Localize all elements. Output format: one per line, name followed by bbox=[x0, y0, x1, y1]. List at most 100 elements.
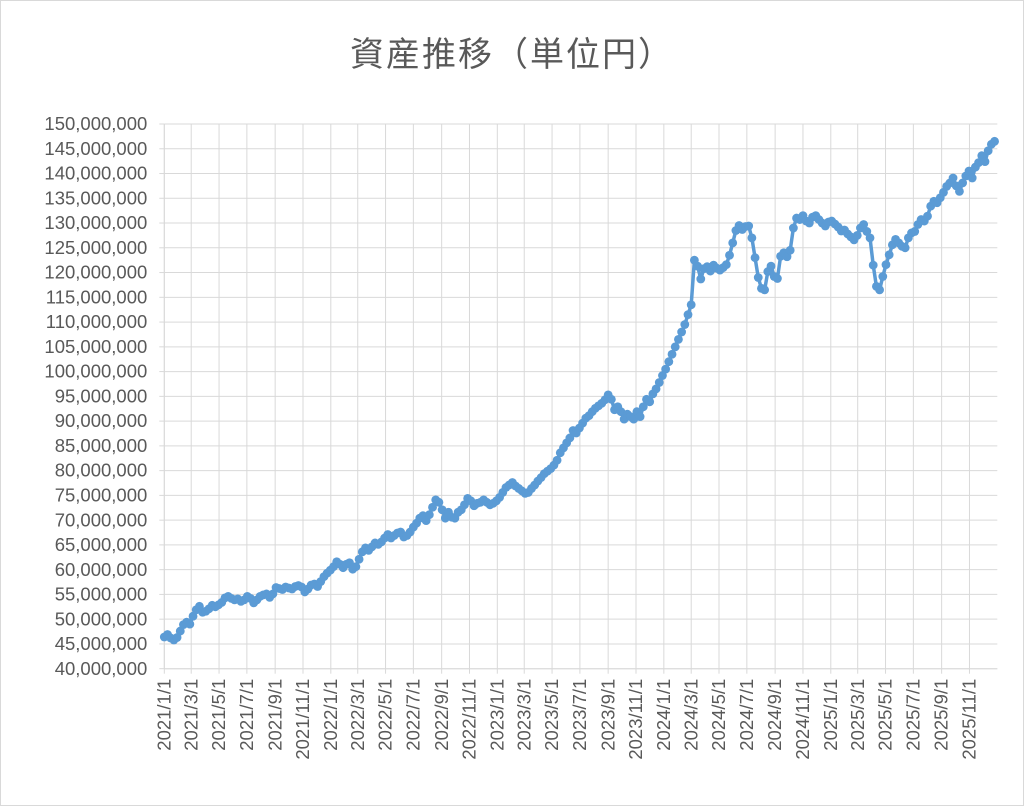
data-point-marker bbox=[424, 510, 434, 520]
x-axis-tick-label: 2021/9/1 bbox=[264, 679, 285, 751]
data-point-marker bbox=[910, 227, 920, 236]
data-point-marker bbox=[744, 221, 754, 231]
y-axis-tick-label: 130,000,000 bbox=[44, 212, 147, 233]
x-axis-tick-label: 2023/3/1 bbox=[513, 679, 534, 751]
x-axis-tick-label: 2022/11/1 bbox=[459, 679, 480, 760]
axis-ticks bbox=[159, 123, 970, 674]
y-axis-tick-label: 40,000,000 bbox=[55, 658, 148, 679]
data-point-marker bbox=[683, 310, 693, 320]
x-axis-tick-label: 2025/11/1 bbox=[959, 679, 980, 760]
chart-title: 資産推移（単位円） bbox=[350, 36, 674, 74]
x-axis-tick-label: 2022/7/1 bbox=[402, 679, 423, 751]
x-axis-tick-label: 2024/11/1 bbox=[792, 679, 813, 760]
y-axis-tick-label: 150,000,000 bbox=[44, 113, 147, 134]
data-point-marker bbox=[667, 349, 677, 359]
y-axis-tick-label: 110,000,000 bbox=[46, 311, 148, 332]
data-point-marker bbox=[185, 619, 195, 629]
data-point-marker bbox=[428, 502, 437, 512]
y-axis-tick-label: 55,000,000 bbox=[55, 584, 148, 605]
x-axis-tick-label: 2022/1/1 bbox=[320, 679, 341, 751]
data-point-marker bbox=[785, 245, 795, 255]
x-axis-tick-label: 2025/7/1 bbox=[902, 679, 923, 751]
x-axis-tick-label: 2024/5/1 bbox=[708, 679, 729, 751]
y-axis-tick-label: 75,000,000 bbox=[55, 484, 148, 505]
y-axis-tick-label: 135,000,000 bbox=[44, 187, 147, 208]
data-point-marker bbox=[728, 238, 738, 248]
data-point-marker bbox=[900, 243, 910, 253]
data-point-marker bbox=[753, 273, 763, 282]
data-point-marker bbox=[990, 136, 999, 146]
data-point-marker bbox=[677, 327, 687, 337]
x-axis-tick-label: 2024/3/1 bbox=[680, 679, 701, 751]
y-axis-tick-label: 125,000,000 bbox=[44, 237, 147, 258]
x-axis-tick-label: 2024/7/1 bbox=[736, 679, 757, 751]
data-point-marker bbox=[696, 274, 706, 284]
x-axis-tick-label: 2022/9/1 bbox=[431, 679, 452, 751]
y-axis-tick-label: 140,000,000 bbox=[44, 163, 147, 184]
data-point-marker bbox=[565, 433, 575, 443]
x-axis-tick-label: 2021/5/1 bbox=[208, 679, 229, 751]
x-axis-tick-label: 2021/7/1 bbox=[236, 679, 257, 751]
y-axis-tick-label: 90,000,000 bbox=[55, 410, 148, 431]
y-axis-tick-labels: 40,000,000 45,000,000 50,000,000 55,000,000… bbox=[44, 113, 147, 679]
x-axis-tick-label: 2023/7/1 bbox=[569, 679, 590, 751]
y-axis-tick-label: 80,000,000 bbox=[55, 460, 148, 481]
data-point-marker bbox=[434, 497, 444, 507]
x-axis-tick-label: 2021/3/1 bbox=[180, 679, 201, 751]
x-axis-tick-label: 2024/9/1 bbox=[764, 679, 785, 751]
data-point-marker bbox=[875, 285, 885, 295]
data-point-marker bbox=[980, 157, 990, 167]
y-axis-tick-label: 50,000,000 bbox=[55, 608, 148, 629]
y-axis-tick-label: 100,000,000 bbox=[44, 361, 147, 382]
x-axis-tick-label: 2023/5/1 bbox=[541, 679, 562, 751]
data-point-marker bbox=[635, 412, 645, 422]
data-point-marker bbox=[354, 554, 364, 564]
y-axis-tick-label: 65,000,000 bbox=[55, 534, 148, 555]
data-point-marker bbox=[948, 173, 958, 183]
data-point-marker bbox=[881, 260, 891, 270]
y-axis-tick-label: 85,000,000 bbox=[55, 435, 148, 456]
data-point-marker bbox=[773, 274, 782, 283]
data-point-marker bbox=[670, 342, 680, 352]
y-axis-tick-label: 105,000,000 bbox=[44, 336, 147, 357]
x-axis-tick-label: 2022/3/1 bbox=[347, 679, 368, 751]
data-point-marker bbox=[964, 166, 974, 176]
data-point-marker bbox=[654, 378, 664, 387]
y-axis-tick-label: 45,000,000 bbox=[55, 633, 148, 654]
data-point-marker bbox=[680, 320, 690, 329]
data-point-marker bbox=[686, 300, 696, 310]
data-point-marker bbox=[552, 455, 562, 465]
data-point-marker bbox=[868, 260, 878, 270]
data-point-marker bbox=[664, 357, 674, 367]
data-point-marker bbox=[721, 260, 731, 270]
x-axis-tick-label: 2021/1/1 bbox=[153, 679, 174, 751]
data-point-marker bbox=[884, 250, 894, 260]
data-point-marker bbox=[955, 186, 964, 196]
data-point-marker bbox=[958, 178, 968, 188]
x-axis-tick-labels: 2021/1/1 2021/3/1 2021/5/1 2021/7/1 2021/9/1… bbox=[153, 679, 979, 760]
data-point-marker bbox=[750, 253, 760, 263]
data-point-marker bbox=[638, 402, 648, 412]
data-point-marker bbox=[606, 394, 616, 404]
x-axis-tick-label: 2021/11/1 bbox=[292, 679, 313, 760]
y-axis-tick-label: 115,000,000 bbox=[46, 286, 148, 307]
x-axis-tick-label: 2023/11/1 bbox=[625, 679, 646, 760]
data-point-marker bbox=[923, 211, 932, 221]
data-point-marker bbox=[747, 233, 757, 243]
data-point-marker bbox=[766, 261, 776, 271]
data-point-marker bbox=[865, 233, 875, 243]
y-axis-tick-label: 120,000,000 bbox=[44, 262, 147, 283]
data-point-marker bbox=[674, 335, 683, 344]
data-point-marker bbox=[967, 173, 977, 183]
data-point-marker bbox=[852, 231, 862, 240]
x-axis-tick-label: 2023/1/1 bbox=[486, 679, 507, 751]
x-axis-tick-label: 2025/3/1 bbox=[847, 679, 868, 751]
data-point-marker bbox=[859, 220, 869, 229]
data-point-marker bbox=[351, 562, 361, 572]
data-point-marker bbox=[788, 223, 798, 233]
y-axis-tick-label: 95,000,000 bbox=[55, 385, 148, 406]
x-axis-tick-label: 2024/1/1 bbox=[653, 679, 674, 751]
x-axis-tick-label: 2025/9/1 bbox=[931, 679, 952, 751]
